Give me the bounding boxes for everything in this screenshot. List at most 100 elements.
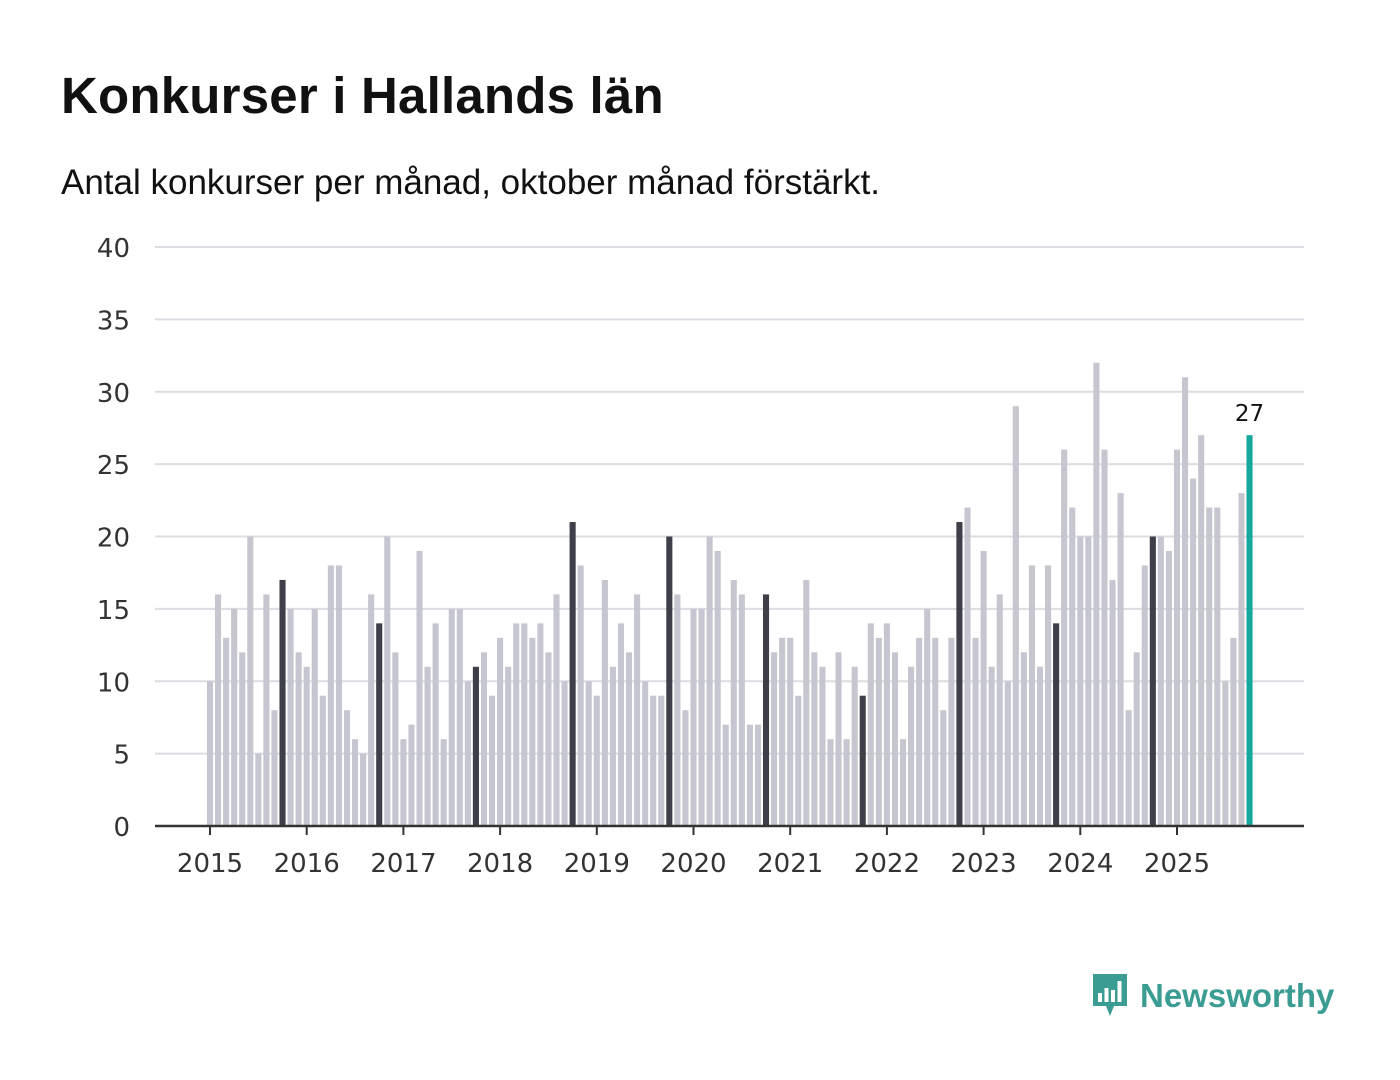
x-tick-label: 2017 <box>370 849 436 879</box>
bar <box>1053 623 1060 826</box>
y-tick-label: 40 <box>97 234 130 264</box>
bar <box>376 623 383 826</box>
bar <box>867 623 874 826</box>
chart-speech-bubble-icon <box>1093 974 1127 1016</box>
bar <box>231 608 238 826</box>
bar <box>617 623 625 826</box>
bar <box>456 608 463 826</box>
y-tick-label: 20 <box>97 524 130 554</box>
bar <box>255 753 262 826</box>
bar <box>384 536 391 826</box>
bar <box>819 666 826 826</box>
bar <box>787 637 794 826</box>
bar <box>714 550 721 826</box>
bar <box>1157 536 1164 826</box>
bar <box>746 724 753 826</box>
bar <box>1101 449 1108 826</box>
bar <box>432 623 439 826</box>
bar <box>642 681 649 826</box>
bar <box>948 637 955 826</box>
x-tick-label: 2025 <box>1144 849 1210 879</box>
bar <box>1061 449 1068 826</box>
bar <box>1149 536 1156 826</box>
y-tick-label: 10 <box>97 668 130 698</box>
axes <box>155 824 1304 835</box>
bar <box>521 623 528 826</box>
latest-value-label: 27 <box>1235 401 1264 427</box>
bar <box>295 652 302 826</box>
bar <box>754 724 762 826</box>
y-tick-label: 15 <box>97 596 130 626</box>
bar <box>811 652 818 826</box>
bar <box>343 710 351 826</box>
bar <box>440 739 447 826</box>
bar <box>1077 536 1084 826</box>
bar <box>263 594 270 826</box>
bar <box>311 608 318 826</box>
bar <box>537 623 544 826</box>
bar <box>464 681 471 826</box>
bar <box>891 652 899 826</box>
x-tick-label: 2020 <box>660 849 726 879</box>
x-tick-label: 2024 <box>1047 849 1113 879</box>
bar <box>561 681 568 826</box>
bar <box>601 579 608 826</box>
bar <box>239 652 246 826</box>
bar <box>1230 637 1237 826</box>
bar <box>1141 565 1148 826</box>
bar <box>698 608 705 826</box>
bar <box>924 608 931 826</box>
bar <box>1222 681 1229 826</box>
bar <box>545 652 552 826</box>
bar <box>1036 666 1044 826</box>
y-tick-label: 0 <box>113 813 130 843</box>
bar <box>1028 565 1035 826</box>
bar <box>908 666 915 826</box>
bar <box>658 695 665 826</box>
bar <box>690 608 697 826</box>
bar <box>505 666 512 826</box>
bar <box>497 637 504 826</box>
y-tick-label: 25 <box>97 451 130 481</box>
bar <box>1238 493 1245 826</box>
grid-lines <box>155 246 1304 755</box>
bar <box>674 594 681 826</box>
chart-title: Konkurser i Hallands län <box>61 67 664 124</box>
bar <box>529 637 536 826</box>
bar <box>956 522 963 826</box>
y-tick-label: 35 <box>97 306 130 336</box>
bar <box>513 623 520 826</box>
bar <box>352 739 359 826</box>
bar <box>795 695 802 826</box>
bar <box>424 666 431 826</box>
x-tick-label: 2016 <box>274 849 340 879</box>
bar <box>335 565 342 826</box>
bar <box>666 536 673 826</box>
bar <box>327 565 334 826</box>
bar <box>1198 435 1205 826</box>
bar <box>980 550 987 826</box>
bar <box>247 536 254 826</box>
x-tick-label: 2022 <box>854 849 920 879</box>
x-tick-label: 2023 <box>951 849 1017 879</box>
bar <box>1117 493 1124 826</box>
bar <box>1246 435 1253 826</box>
bar <box>972 637 979 826</box>
bar <box>722 724 729 826</box>
bar <box>634 594 641 826</box>
bar <box>762 594 770 826</box>
bar <box>843 739 850 826</box>
bar <box>1173 449 1181 826</box>
bar <box>271 710 278 826</box>
bar <box>408 724 415 826</box>
bar <box>988 666 995 826</box>
bar <box>488 695 496 826</box>
x-tick-label: 2018 <box>467 849 533 879</box>
bar <box>996 594 1003 826</box>
y-tick-label: 5 <box>113 741 130 771</box>
bar <box>940 710 947 826</box>
bar <box>480 652 488 826</box>
chart-subtitle: Antal konkurser per månad, oktober månad… <box>61 163 881 202</box>
bar <box>875 637 882 826</box>
